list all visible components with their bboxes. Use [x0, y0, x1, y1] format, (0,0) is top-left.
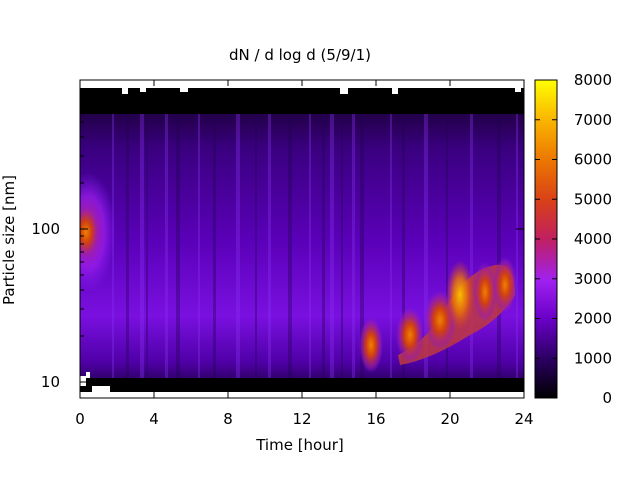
- heatmap-streak: [360, 114, 364, 378]
- white-specks: [80, 88, 521, 392]
- chart-title: dN / d log d (5/9/1): [229, 46, 371, 64]
- heatmap-streak: [497, 114, 501, 378]
- x-axis-label: Time [hour]: [255, 436, 344, 454]
- vertical-streaks: [112, 114, 518, 378]
- y-tick-label: 100: [31, 220, 60, 238]
- colorbar-tick-label: 0: [602, 389, 612, 407]
- heatmap-streak: [165, 114, 168, 378]
- no-data-bottom-band: [80, 378, 524, 392]
- colorbar-tick-label: 4000: [574, 230, 612, 248]
- x-tick-label: 4: [149, 410, 159, 428]
- colorbar-tick-label: 2000: [574, 310, 612, 328]
- heatmap-streak: [424, 114, 428, 378]
- x-tick-label: 24: [514, 410, 533, 428]
- heatmap-streak: [236, 114, 240, 378]
- colorbar-ticks: 0 1000 2000 3000 4000 5000 6000 7000 8000: [535, 71, 612, 407]
- heatmap-streak: [126, 114, 129, 378]
- colorbar-tick-label: 5000: [574, 190, 612, 208]
- growth-core-4: [473, 262, 497, 322]
- heatmap-streak: [198, 114, 200, 378]
- heatmap-streak: [446, 114, 448, 378]
- nucleation-burst: [359, 317, 383, 373]
- x-tick-label: 16: [366, 410, 385, 428]
- heatmap-streak: [390, 114, 392, 378]
- x-tick-label: 0: [75, 410, 85, 428]
- growth-core-1: [396, 307, 424, 363]
- heatmap-streak: [516, 114, 518, 378]
- colorbar-tick-label: 1000: [574, 349, 612, 367]
- colorbar: 0 1000 2000 3000 4000 5000 6000 7000 8000: [534, 71, 612, 407]
- growth-core-5: [493, 257, 517, 313]
- growth-core-3: [446, 260, 474, 330]
- no-data-top-band: [80, 88, 524, 114]
- heatmap-streak: [352, 114, 355, 378]
- heatmap-streak: [322, 114, 325, 378]
- x-tick-label: 12: [292, 410, 311, 428]
- heatmap-streak: [213, 114, 216, 378]
- heatmap-streak: [288, 114, 292, 378]
- colorbar-tick-label: 3000: [574, 270, 612, 288]
- y-tick-label: 10: [41, 373, 60, 391]
- heatmap-streak: [341, 114, 343, 378]
- y-axis-label: Particle size [nm]: [0, 175, 18, 305]
- heatmap-streak: [146, 114, 148, 378]
- heatmap-streak: [140, 114, 144, 378]
- heatmap-streak: [176, 114, 180, 378]
- colorbar-tick-label: 8000: [574, 71, 612, 89]
- x-tick-label: 20: [440, 410, 459, 428]
- colorbar-tick-label: 7000: [574, 111, 612, 129]
- heatmap-streak: [470, 114, 473, 378]
- colorbar-tick-label: 6000: [574, 151, 612, 169]
- heatmap-streak: [255, 114, 257, 378]
- early-morning-core: [80, 204, 100, 260]
- heatmap-streak: [402, 114, 405, 378]
- y-axis: 10 100 Particle size [nm]: [0, 89, 524, 391]
- x-tick-label: 8: [223, 410, 233, 428]
- heatmap-streak: [268, 114, 271, 378]
- heatmap-area: [80, 88, 524, 392]
- x-axis: 0 4 8 12 16 20 24 Time [hour]: [75, 80, 534, 454]
- heatmap-streak: [330, 114, 334, 378]
- heatmap-streak: [309, 114, 311, 378]
